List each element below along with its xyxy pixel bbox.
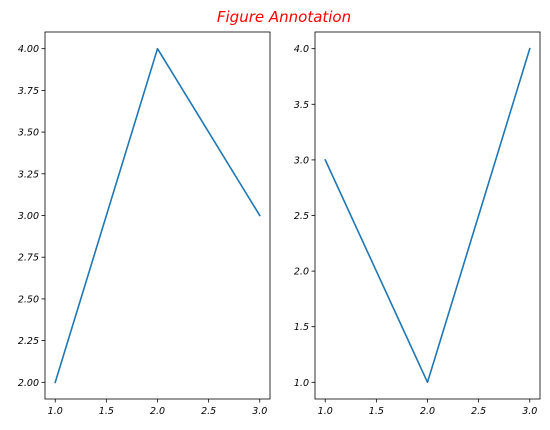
y-tick-label: 3.25 xyxy=(18,169,39,180)
series-line-1 xyxy=(324,47,531,384)
y-tick-label: 2.75 xyxy=(18,253,39,264)
chart-panel-2: 1.0 1.5 2.0 2.5 3.0 1.0 1.5 2.0 2.5 3.0 3.5 4.0 xyxy=(294,31,541,417)
y-tick-label: 3.0 xyxy=(294,155,309,166)
y-tick-label: 2.25 xyxy=(18,336,39,347)
y-tick-label: 2.0 xyxy=(294,267,309,278)
y-tick-label: 2.5 xyxy=(294,211,309,222)
y-tick-label: 4.00 xyxy=(18,44,39,55)
x-tick-label: 1.5 xyxy=(99,406,114,417)
y-tick-label: 3.50 xyxy=(18,128,39,139)
x-tick-label: 2.0 xyxy=(150,406,165,417)
series-line-1 xyxy=(54,47,261,384)
x-tick-label: 1.0 xyxy=(318,406,333,417)
axes-frame xyxy=(314,31,541,400)
y-tick-label: 3.5 xyxy=(294,100,309,111)
y-tick-label: 4.0 xyxy=(294,44,309,55)
y-tick-label: 2.00 xyxy=(18,378,39,389)
x-tick-label: 2.5 xyxy=(201,406,216,417)
figure-title: Figure Annotation xyxy=(217,8,351,26)
axes-frame xyxy=(44,31,271,400)
x-tick-label: 2.0 xyxy=(420,406,435,417)
y-tick-label: 1.0 xyxy=(294,378,309,389)
y-tick-label: 3.00 xyxy=(18,211,39,222)
y-tick-label: 2.50 xyxy=(18,294,39,305)
x-tick-label: 2.5 xyxy=(471,406,486,417)
y-tick-label: 3.75 xyxy=(18,86,39,97)
chart-panel-1: 1.0 1.5 2.0 2.5 3.0 2.00 2.25 2.50 2.75 3.00 3.25 3… xyxy=(18,31,271,417)
x-tick-label: 3.0 xyxy=(252,406,267,417)
x-tick-label: 1.0 xyxy=(48,406,63,417)
x-tick-label: 1.5 xyxy=(369,406,384,417)
x-tick-label: 3.0 xyxy=(522,406,537,417)
y-tick-label: 1.5 xyxy=(294,322,309,333)
